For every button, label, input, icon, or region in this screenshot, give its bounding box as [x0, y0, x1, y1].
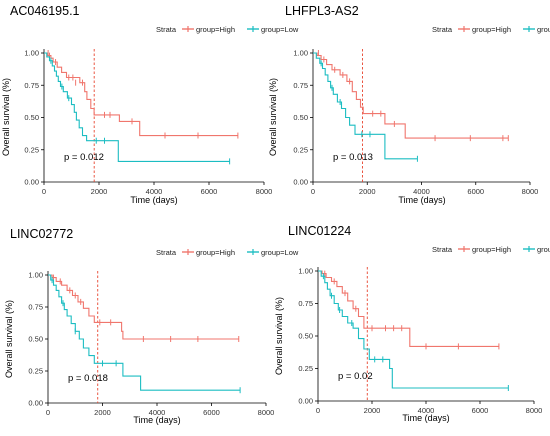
legend-entry: group=Low	[261, 25, 299, 34]
x-axis-label: Time (days)	[130, 195, 177, 205]
y-tick-label: 0.00	[24, 178, 39, 187]
y-tick-label: 1.00	[293, 49, 308, 58]
y-tick-label: 0.75	[293, 81, 308, 90]
y-tick-label: 1.00	[24, 49, 39, 58]
x-tick-label: 0	[311, 187, 315, 196]
p-value-label: p = 0.018	[68, 373, 108, 384]
x-tick-label: 0	[316, 406, 320, 415]
x-axis-label: Time (days)	[402, 413, 449, 423]
survival-curve-low	[318, 270, 509, 389]
x-tick-label: 6000	[201, 187, 218, 196]
x-tick-label: 0	[42, 187, 46, 196]
survival-curve-high	[318, 270, 499, 347]
legend-entry: group=Low	[537, 245, 550, 254]
panel-title: LHFPL3-AS2	[285, 4, 359, 18]
x-tick-label: 2000	[94, 408, 111, 417]
y-axis-label: Overall survival (%)	[4, 300, 14, 378]
legend-title: Strata	[432, 245, 453, 254]
y-axis-label: Overall survival (%)	[1, 78, 11, 156]
x-tick-label: 6000	[472, 406, 489, 415]
y-tick-label: 0.00	[298, 397, 313, 406]
x-tick-label: 4000	[146, 187, 163, 196]
y-tick-label: 0.00	[28, 399, 43, 408]
survival-curve-high	[44, 52, 238, 137]
y-tick-label: 0.25	[298, 364, 313, 373]
legend-title: Strata	[432, 25, 453, 34]
x-tick-label: 4000	[149, 408, 166, 417]
p-value-label: p = 0.013	[333, 152, 373, 163]
survival-curve-low	[44, 52, 230, 162]
panel-title: AC046195.1	[10, 4, 80, 18]
km-panel-1: AC046195.1 Strata group=High group=Low 0 2000…	[1, 4, 299, 205]
legend-entry: group=Low	[261, 248, 299, 257]
x-tick-label: 6000	[467, 187, 484, 196]
y-tick-label: 0.00	[293, 178, 308, 187]
y-axis-label: Overall survival (%)	[268, 78, 278, 156]
legend-entry: group=Low	[537, 25, 550, 34]
x-tick-label: 2000	[359, 187, 376, 196]
legend-entry: group=High	[472, 245, 511, 254]
km-panel-2: LHFPL3-AS2 Strata group=High group=Low 0 2000…	[268, 4, 550, 205]
y-tick-label: 0.75	[24, 81, 39, 90]
y-tick-label: 0.25	[293, 145, 308, 154]
x-tick-label: 6000	[203, 408, 220, 417]
x-tick-label: 2000	[364, 406, 381, 415]
x-tick-label: 8000	[522, 187, 539, 196]
legend-entry: group=High	[196, 248, 235, 257]
y-tick-label: 0.50	[28, 335, 43, 344]
survival-curve-low	[48, 274, 241, 391]
y-tick-label: 0.50	[24, 113, 39, 122]
y-tick-label: 0.50	[298, 332, 313, 341]
km-panel-4: LINC01224 Strata group=High group=Low 0 2000 4…	[274, 224, 550, 423]
x-tick-label: 4000	[418, 406, 435, 415]
y-tick-label: 0.25	[24, 145, 39, 154]
y-tick-label: 1.00	[28, 271, 43, 280]
panel-title: LINC02772	[10, 227, 73, 241]
p-value-label: p = 0.02	[338, 371, 373, 382]
x-tick-label: 2000	[91, 187, 108, 196]
p-value-label: p = 0.012	[64, 152, 104, 163]
x-tick-label: 8000	[258, 408, 275, 417]
y-tick-label: 0.50	[293, 113, 308, 122]
legend-entry: group=High	[472, 25, 511, 34]
x-axis-label: Time (days)	[398, 195, 445, 205]
x-tick-label: 8000	[526, 406, 543, 415]
km-panel-3: LINC02772 Strata group=High group=Low 0 2000 4…	[4, 227, 299, 425]
y-tick-label: 1.00	[298, 267, 313, 276]
survival-curve-high	[313, 52, 509, 139]
y-tick-label: 0.75	[298, 299, 313, 308]
legend-title: Strata	[156, 25, 177, 34]
x-axis-label: Time (days)	[133, 415, 180, 425]
y-tick-label: 0.25	[28, 367, 43, 376]
x-tick-label: 0	[46, 408, 50, 417]
legend-title: Strata	[156, 248, 177, 257]
y-tick-label: 0.75	[28, 303, 43, 312]
panel-title: LINC01224	[288, 224, 351, 238]
y-axis-label: Overall survival (%)	[274, 297, 284, 375]
legend-entry: group=High	[196, 25, 235, 34]
survival-curve-high	[48, 274, 239, 340]
survival-curve-low	[313, 52, 418, 160]
x-tick-label: 8000	[256, 187, 273, 196]
x-tick-label: 4000	[413, 187, 430, 196]
